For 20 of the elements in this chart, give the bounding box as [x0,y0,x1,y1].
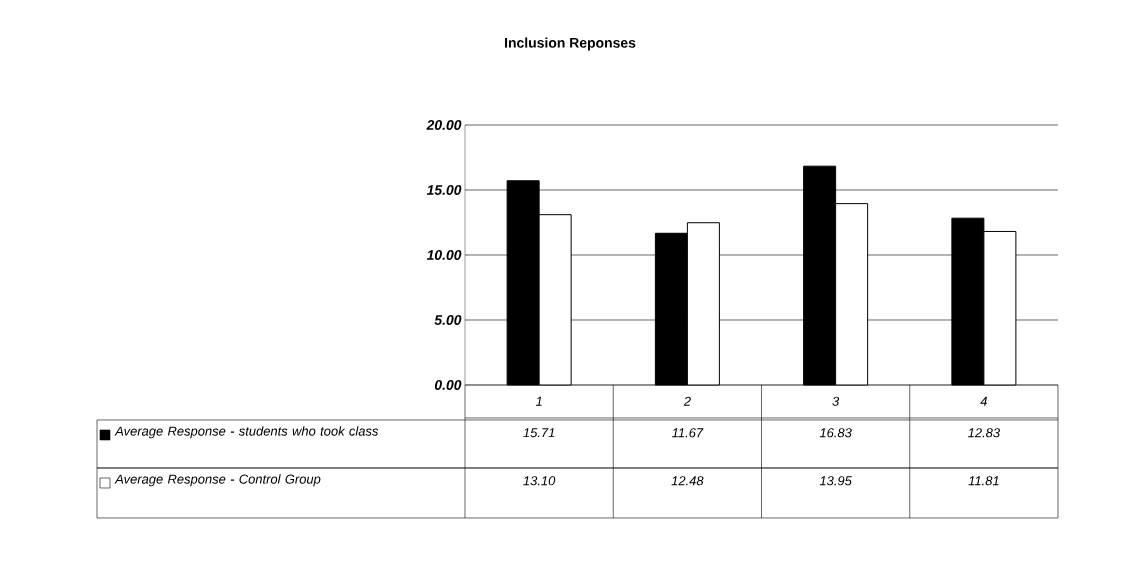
x-tick-label: 4 [980,396,987,406]
legend-label: Average Response - students who took class [114,426,379,439]
data-label: 12.48 [671,476,704,486]
x-tick-label: 3 [832,396,840,406]
chart-title: Inclusion Reponses [505,37,636,51]
data-label: 13.10 [523,476,556,486]
data-label: 12.83 [968,428,1000,438]
x-tick-label: 2 [683,396,691,406]
data-label: 16.83 [819,428,852,438]
data-label: 11.67 [671,428,704,438]
y-tick-label: 10.00 [426,250,462,260]
y-tick-label: 5.00 [434,315,462,325]
y-tick-label: 20.00 [426,120,462,130]
y-tick-label: 15.00 [426,185,462,195]
data-label: 15.71 [523,428,555,438]
legend-label: Average Response - Control Group [114,474,321,487]
data-label: 11.81 [968,476,999,486]
y-tick-label: 0.00 [434,380,462,390]
x-tick-label: 1 [535,396,542,406]
data-label: 13.95 [819,476,852,486]
